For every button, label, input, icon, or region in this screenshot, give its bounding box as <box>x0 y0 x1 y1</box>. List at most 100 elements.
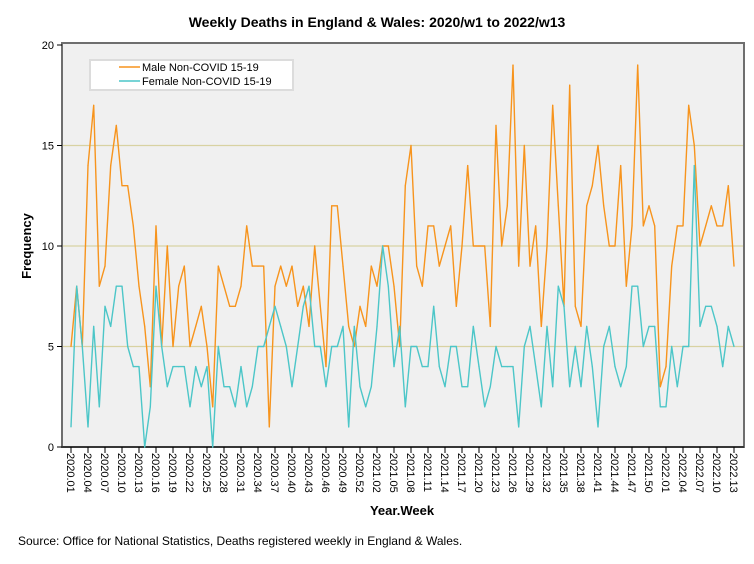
data-point-male <box>183 265 185 267</box>
data-point-female <box>671 345 673 348</box>
data-point-male <box>676 225 678 227</box>
data-point-male <box>200 305 202 307</box>
data-point-male <box>529 265 531 267</box>
data-point-male <box>665 366 667 368</box>
data-point-female <box>149 406 151 408</box>
data-point-female <box>166 386 168 388</box>
data-point-male <box>637 64 639 66</box>
data-point-female <box>523 345 525 348</box>
x-tick-label: 2021.50 <box>642 453 654 493</box>
data-point-male <box>654 225 656 227</box>
data-point-female <box>353 325 355 327</box>
data-point-female <box>81 345 83 348</box>
data-point-female <box>478 366 480 368</box>
data-point-female <box>223 386 225 388</box>
data-point-male <box>705 225 707 227</box>
data-point-male <box>727 185 729 187</box>
x-tick-label: 2020.07 <box>98 453 110 493</box>
data-point-female <box>506 366 508 368</box>
y-axis-label: Frequency <box>19 212 34 279</box>
data-point-male <box>410 144 412 147</box>
data-point-female <box>161 345 163 348</box>
data-point-male <box>421 285 423 287</box>
x-tick-label: 2021.29 <box>523 453 535 493</box>
data-point-male <box>484 245 486 247</box>
data-point-female <box>206 366 208 368</box>
data-point-male <box>387 245 389 247</box>
data-point-male <box>212 406 214 408</box>
x-tick-label: 2022.07 <box>693 453 705 493</box>
data-point-female <box>529 325 531 327</box>
data-point-female <box>70 426 72 428</box>
y-tick-label: 5 <box>48 342 54 354</box>
data-point-male <box>155 225 157 227</box>
data-point-male <box>546 245 548 247</box>
data-point-female <box>246 406 248 408</box>
data-point-male <box>331 205 333 207</box>
data-point-female <box>637 285 639 287</box>
data-point-female <box>710 305 712 307</box>
data-point-male <box>716 225 718 227</box>
data-point-male <box>195 325 197 327</box>
data-point-female <box>370 386 372 388</box>
data-point-male <box>472 245 474 247</box>
data-point-male <box>359 305 361 307</box>
x-tick-label: 2020.37 <box>268 453 280 493</box>
data-point-female <box>450 345 452 348</box>
data-point-female <box>127 345 129 348</box>
data-point-male <box>699 245 701 247</box>
x-tick-label: 2020.13 <box>132 453 144 493</box>
x-tick-label: 2020.16 <box>149 453 161 493</box>
data-point-male <box>569 84 571 86</box>
data-point-female <box>229 386 231 388</box>
data-point-male <box>144 325 146 327</box>
data-point-male <box>240 285 242 287</box>
data-point-female <box>416 345 418 348</box>
data-point-female <box>104 305 106 307</box>
data-point-female <box>625 366 627 368</box>
data-point-female <box>421 366 423 368</box>
data-point-male <box>206 345 208 348</box>
x-tick-label: 2020.25 <box>200 453 212 493</box>
x-tick-label: 2021.35 <box>557 453 569 493</box>
x-tick-label: 2022.13 <box>727 453 739 493</box>
x-tick-label: 2020.19 <box>166 453 178 493</box>
data-point-male <box>223 285 225 287</box>
data-point-female <box>399 325 401 327</box>
data-point-male <box>234 305 236 307</box>
data-point-male <box>620 165 622 167</box>
x-tick-label: 2021.17 <box>455 453 467 493</box>
data-point-male <box>518 265 520 267</box>
data-point-female <box>393 366 395 368</box>
x-tick-label: 2020.43 <box>302 453 314 493</box>
data-point-male <box>710 205 712 207</box>
data-point-male <box>557 205 559 207</box>
data-point-female <box>591 366 593 368</box>
data-point-female <box>461 386 463 388</box>
data-point-female <box>733 345 735 348</box>
data-point-male <box>693 144 695 147</box>
data-point-male <box>438 265 440 267</box>
data-point-male <box>671 265 673 267</box>
data-point-male <box>603 205 605 207</box>
data-point-male <box>280 265 282 267</box>
data-point-male <box>376 285 378 287</box>
data-point-female <box>195 366 197 368</box>
data-point-male <box>365 325 367 327</box>
data-point-female <box>546 325 548 327</box>
x-tick-label: 2020.04 <box>81 453 93 493</box>
data-point-female <box>98 406 100 408</box>
data-point-female <box>427 366 429 368</box>
data-point-male <box>512 64 514 66</box>
data-point-female <box>319 345 321 348</box>
x-tick-label: 2021.44 <box>608 453 620 493</box>
data-point-male <box>399 345 401 348</box>
data-point-female <box>365 406 367 408</box>
data-point-female <box>291 386 293 388</box>
x-tick-label: 2020.49 <box>336 453 348 493</box>
x-tick-label: 2020.28 <box>217 453 229 493</box>
data-point-male <box>722 225 724 227</box>
chart-title: Weekly Deaths in England & Wales: 2020/w… <box>189 14 566 30</box>
x-tick-label: 2022.10 <box>710 453 722 493</box>
data-point-male <box>98 285 100 287</box>
